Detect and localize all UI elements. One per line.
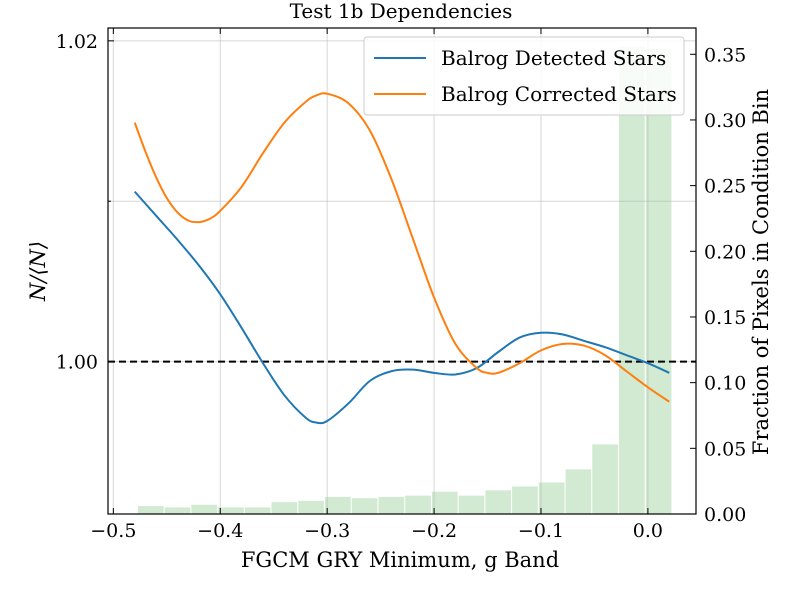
histogram-bar: [271, 502, 298, 514]
x-axis-label: FGCM GRY Minimum, g Band: [241, 548, 559, 572]
histogram-bar: [619, 46, 645, 514]
legend-frame: [363, 36, 685, 116]
plot-frame: [107, 27, 697, 515]
histogram-bar: [458, 495, 485, 514]
y-tick-label: 1.00: [56, 352, 98, 374]
histogram-bar: [378, 496, 405, 514]
y2-tick-label: 0.00: [704, 504, 746, 526]
y2-tick-label: 0.15: [704, 307, 746, 329]
y2-tick-label: 0.35: [704, 44, 746, 66]
x-tick-label: −0.5: [90, 520, 136, 542]
y2-tick-label: 0.20: [704, 241, 746, 263]
y-axis-label: N/⟨N⟩: [26, 241, 50, 302]
x-tick-label: −0.3: [304, 520, 350, 542]
series-layer: [133, 92, 670, 425]
series-line-detected: [133, 190, 670, 425]
x-tick-label: −0.2: [411, 520, 457, 542]
histogram-bar: [565, 469, 592, 514]
histogram-bar: [325, 496, 351, 514]
histogram-bar: [137, 506, 164, 514]
ticks-layer: −0.5 −0.4 −0.3 −0.2 −0.1 0.0 1.00 1.02 0.00 0.05 0…: [56, 28, 746, 542]
histogram-bar: [191, 504, 218, 514]
y2-tick-label: 0.05: [704, 438, 746, 460]
series-line-corrected: [133, 92, 670, 403]
legend-label-corrected: Balrog Corrected Stars: [441, 82, 677, 106]
y2-tick-label: 0.10: [704, 373, 746, 395]
histogram-layer: [137, 46, 672, 515]
y-tick-label: 1.02: [56, 31, 98, 53]
legend: Balrog Detected Stars Balrog Corrected S…: [363, 36, 685, 116]
histogram-bar: [218, 507, 244, 514]
histogram-bar: [645, 49, 672, 515]
histogram-bar: [164, 507, 191, 514]
histogram-bar: [298, 500, 324, 514]
histogram-bar: [244, 507, 271, 514]
histogram-bar: [512, 486, 538, 514]
y2-axis-label: Fraction of Pixels in Condition Bin: [749, 89, 773, 455]
histogram-bar: [405, 495, 431, 514]
x-tick-label: −0.4: [197, 520, 243, 542]
histogram-bar: [485, 490, 512, 514]
legend-label-detected: Balrog Detected Stars: [441, 46, 666, 70]
y2-tick-label: 0.30: [704, 110, 746, 132]
chart-title: Test 1b Dependencies: [290, 0, 513, 23]
x-tick-label: 0.0: [633, 520, 663, 542]
x-tick-label: −0.1: [518, 520, 564, 542]
histogram-bar: [592, 444, 618, 514]
histogram-bar: [351, 498, 378, 514]
histogram-bar: [538, 482, 565, 514]
y2-tick-label: 0.25: [704, 176, 746, 198]
histogram-bar: [431, 491, 458, 514]
